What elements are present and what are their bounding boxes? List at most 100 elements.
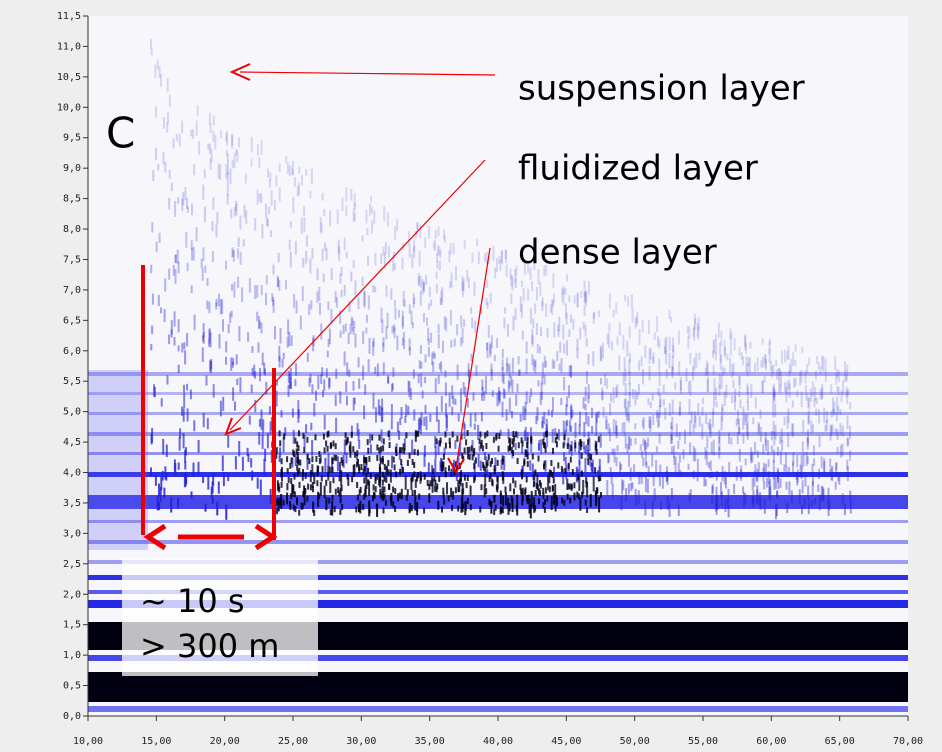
streak [493, 355, 496, 362]
dense-streak [542, 438, 545, 445]
streak [256, 477, 259, 489]
dense-streak [493, 509, 496, 515]
streak [792, 461, 794, 475]
streak [174, 269, 177, 285]
streak [560, 397, 563, 406]
streak [625, 488, 628, 502]
streak [599, 433, 602, 448]
streak [721, 403, 724, 412]
streak [289, 377, 292, 390]
streak [511, 411, 513, 419]
streak [349, 323, 352, 335]
x-tick-label: 10,00 [73, 736, 103, 747]
streak [234, 401, 236, 411]
streak [385, 285, 388, 297]
streak [635, 494, 638, 506]
streak [237, 276, 240, 288]
dense-streak [373, 492, 376, 499]
streak [183, 392, 186, 409]
dense-streak [443, 498, 446, 505]
streak [322, 390, 324, 398]
streak [345, 452, 348, 464]
streak [460, 315, 463, 328]
streak [845, 369, 848, 380]
dense-streak [444, 431, 447, 438]
streak [284, 427, 287, 436]
dense-streak [345, 439, 348, 446]
streak [408, 304, 411, 314]
streak [320, 374, 323, 384]
streak [222, 396, 225, 412]
streak [184, 449, 187, 463]
streak [550, 496, 553, 511]
dense-streak [334, 443, 337, 450]
streak [665, 336, 668, 352]
streak [715, 502, 718, 515]
dense-streak [478, 438, 481, 445]
streak [631, 482, 634, 489]
dense-streak [294, 437, 297, 444]
streak [677, 504, 680, 517]
streak [622, 480, 625, 491]
dense-streak [552, 447, 554, 454]
streak [786, 502, 789, 514]
streak [209, 332, 212, 348]
dense-streak [367, 479, 370, 486]
streak [814, 386, 817, 401]
streak [720, 339, 723, 346]
streak [254, 217, 257, 231]
streak [761, 380, 764, 394]
dense-streak [292, 504, 295, 511]
streak [609, 403, 612, 416]
streak [551, 299, 554, 315]
streak [437, 375, 440, 385]
streak [669, 433, 672, 444]
streak [668, 336, 671, 351]
streak [336, 209, 339, 224]
dense-streak [468, 454, 471, 460]
dense-streak [362, 468, 365, 475]
dense-streak [442, 492, 445, 499]
streak [402, 331, 405, 341]
y-tick-label: 2,5 [63, 559, 81, 570]
streak [510, 293, 513, 304]
streak [287, 319, 290, 336]
streak [743, 413, 746, 426]
streak [257, 342, 260, 353]
streak [665, 350, 668, 365]
ticks: 0,00,51,01,52,02,53,03,54,04,55,05,56,06… [57, 11, 923, 747]
streak [339, 273, 342, 284]
dense-streak [299, 459, 302, 466]
dense-streak [491, 458, 493, 465]
dense-streak [394, 488, 397, 495]
streak [752, 490, 755, 502]
streak [806, 437, 809, 450]
streak [301, 174, 303, 186]
streak [431, 475, 434, 487]
streak [424, 376, 427, 384]
streak [668, 352, 671, 369]
streak [664, 346, 666, 354]
streak [693, 314, 696, 330]
streak [656, 412, 659, 422]
dense-streak [519, 484, 522, 491]
dense-streak [520, 469, 523, 476]
y-tick-label: 0,5 [63, 681, 81, 692]
streak [420, 412, 423, 426]
streak [434, 459, 437, 473]
streak [450, 340, 453, 348]
streak [583, 292, 586, 303]
dense-streak [358, 489, 361, 496]
streak [192, 462, 195, 477]
streak [836, 386, 839, 393]
dense-streak [331, 494, 334, 501]
dense-streak [298, 509, 301, 516]
streak [754, 464, 757, 474]
streak [847, 388, 850, 396]
streak [219, 164, 222, 180]
streak [499, 259, 502, 271]
streak [625, 407, 628, 417]
streak [791, 400, 794, 408]
dense-streak [382, 507, 385, 514]
streak [818, 409, 821, 424]
